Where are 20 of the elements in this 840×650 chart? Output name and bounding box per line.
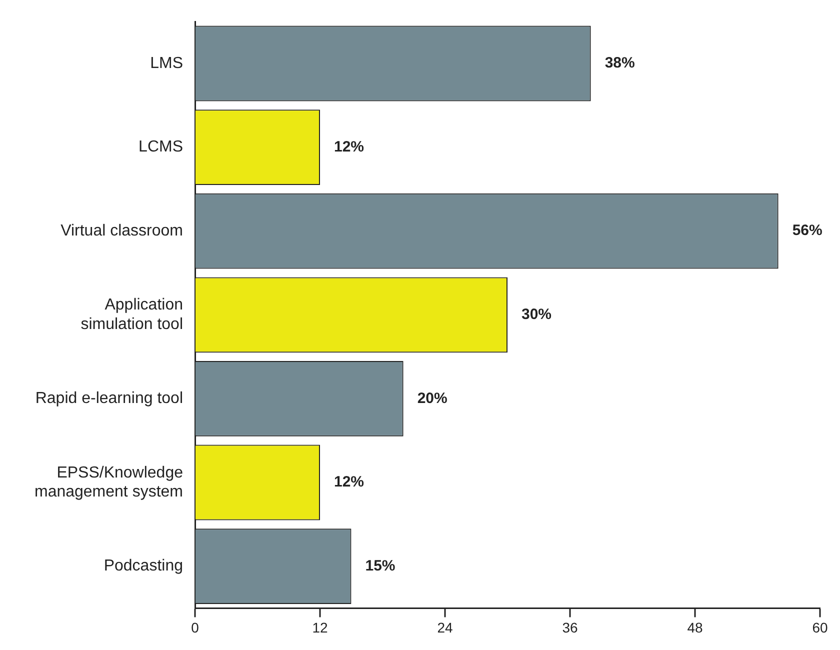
x-tick-label: 0 — [191, 619, 200, 636]
y-tick-label: Application simulation tool — [80, 296, 183, 333]
data-label: 56% — [792, 222, 822, 240]
data-label: 12% — [334, 474, 364, 491]
y-tick-label: Rapid e-learning tool — [35, 390, 183, 408]
y-tick-label: Virtual classroom — [60, 222, 183, 240]
y-tick-label: LCMS — [138, 138, 183, 156]
x-tick-label: 12 — [312, 619, 328, 636]
y-tick-label: EPSS/Knowledge management system — [34, 464, 184, 501]
x-tick-label: 24 — [437, 619, 453, 636]
data-label: 38% — [604, 54, 635, 72]
x-tick-label: 60 — [812, 619, 828, 636]
x-tick-label: 36 — [562, 619, 578, 636]
data-label: 30% — [522, 306, 552, 324]
y-tick-label: Podcasting — [104, 558, 183, 575]
data-label: 12% — [334, 138, 364, 156]
data-label: 20% — [417, 390, 448, 407]
data-label: 15% — [365, 557, 396, 574]
x-tick-label: 48 — [687, 619, 703, 636]
y-tick-label: LMS — [150, 54, 183, 72]
